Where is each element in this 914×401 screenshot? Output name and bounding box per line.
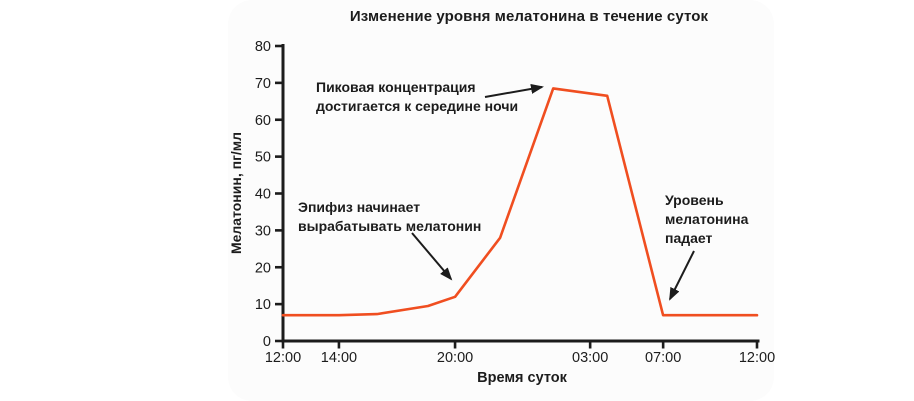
y-tick-label: 10 xyxy=(255,297,271,313)
y-tick-label: 60 xyxy=(255,113,271,129)
y-tick-label: 40 xyxy=(255,187,271,203)
chart-card xyxy=(228,0,774,401)
x-tick-label: 07:00 xyxy=(645,350,681,366)
melatonin-line xyxy=(281,87,759,317)
pineal-annotation-text: Эпифиз начинает вырабатывать мелатонин xyxy=(298,199,481,234)
x-axis-label: Время суток xyxy=(477,370,567,386)
peak-annotation-text: Пиковая концентрация достигается к середи… xyxy=(316,79,518,114)
x-tick-label: 12:00 xyxy=(265,350,301,366)
x-tick-label: 03:00 xyxy=(572,350,608,366)
pineal-annotation-arrow xyxy=(411,232,453,281)
y-tick-label: 70 xyxy=(255,76,271,92)
chart-title: Изменение уровня мелатонина в течение су… xyxy=(349,8,709,25)
drop-annotation-text: Уровень мелатонина падает xyxy=(665,192,749,246)
y-tick-label: 30 xyxy=(255,223,271,239)
x-tick-label: 12:00 xyxy=(739,350,775,366)
x-tick-label: 14:00 xyxy=(321,350,357,366)
y-tick-label: 80 xyxy=(255,39,271,55)
y-tick-label: 0 xyxy=(263,334,271,350)
peak-annotation-arrow xyxy=(484,83,544,98)
x-tick-label: 20:00 xyxy=(437,350,473,366)
drop-annotation-arrow xyxy=(669,250,695,301)
y-tick-label: 20 xyxy=(255,260,271,276)
y-tick-label: 50 xyxy=(255,150,271,166)
